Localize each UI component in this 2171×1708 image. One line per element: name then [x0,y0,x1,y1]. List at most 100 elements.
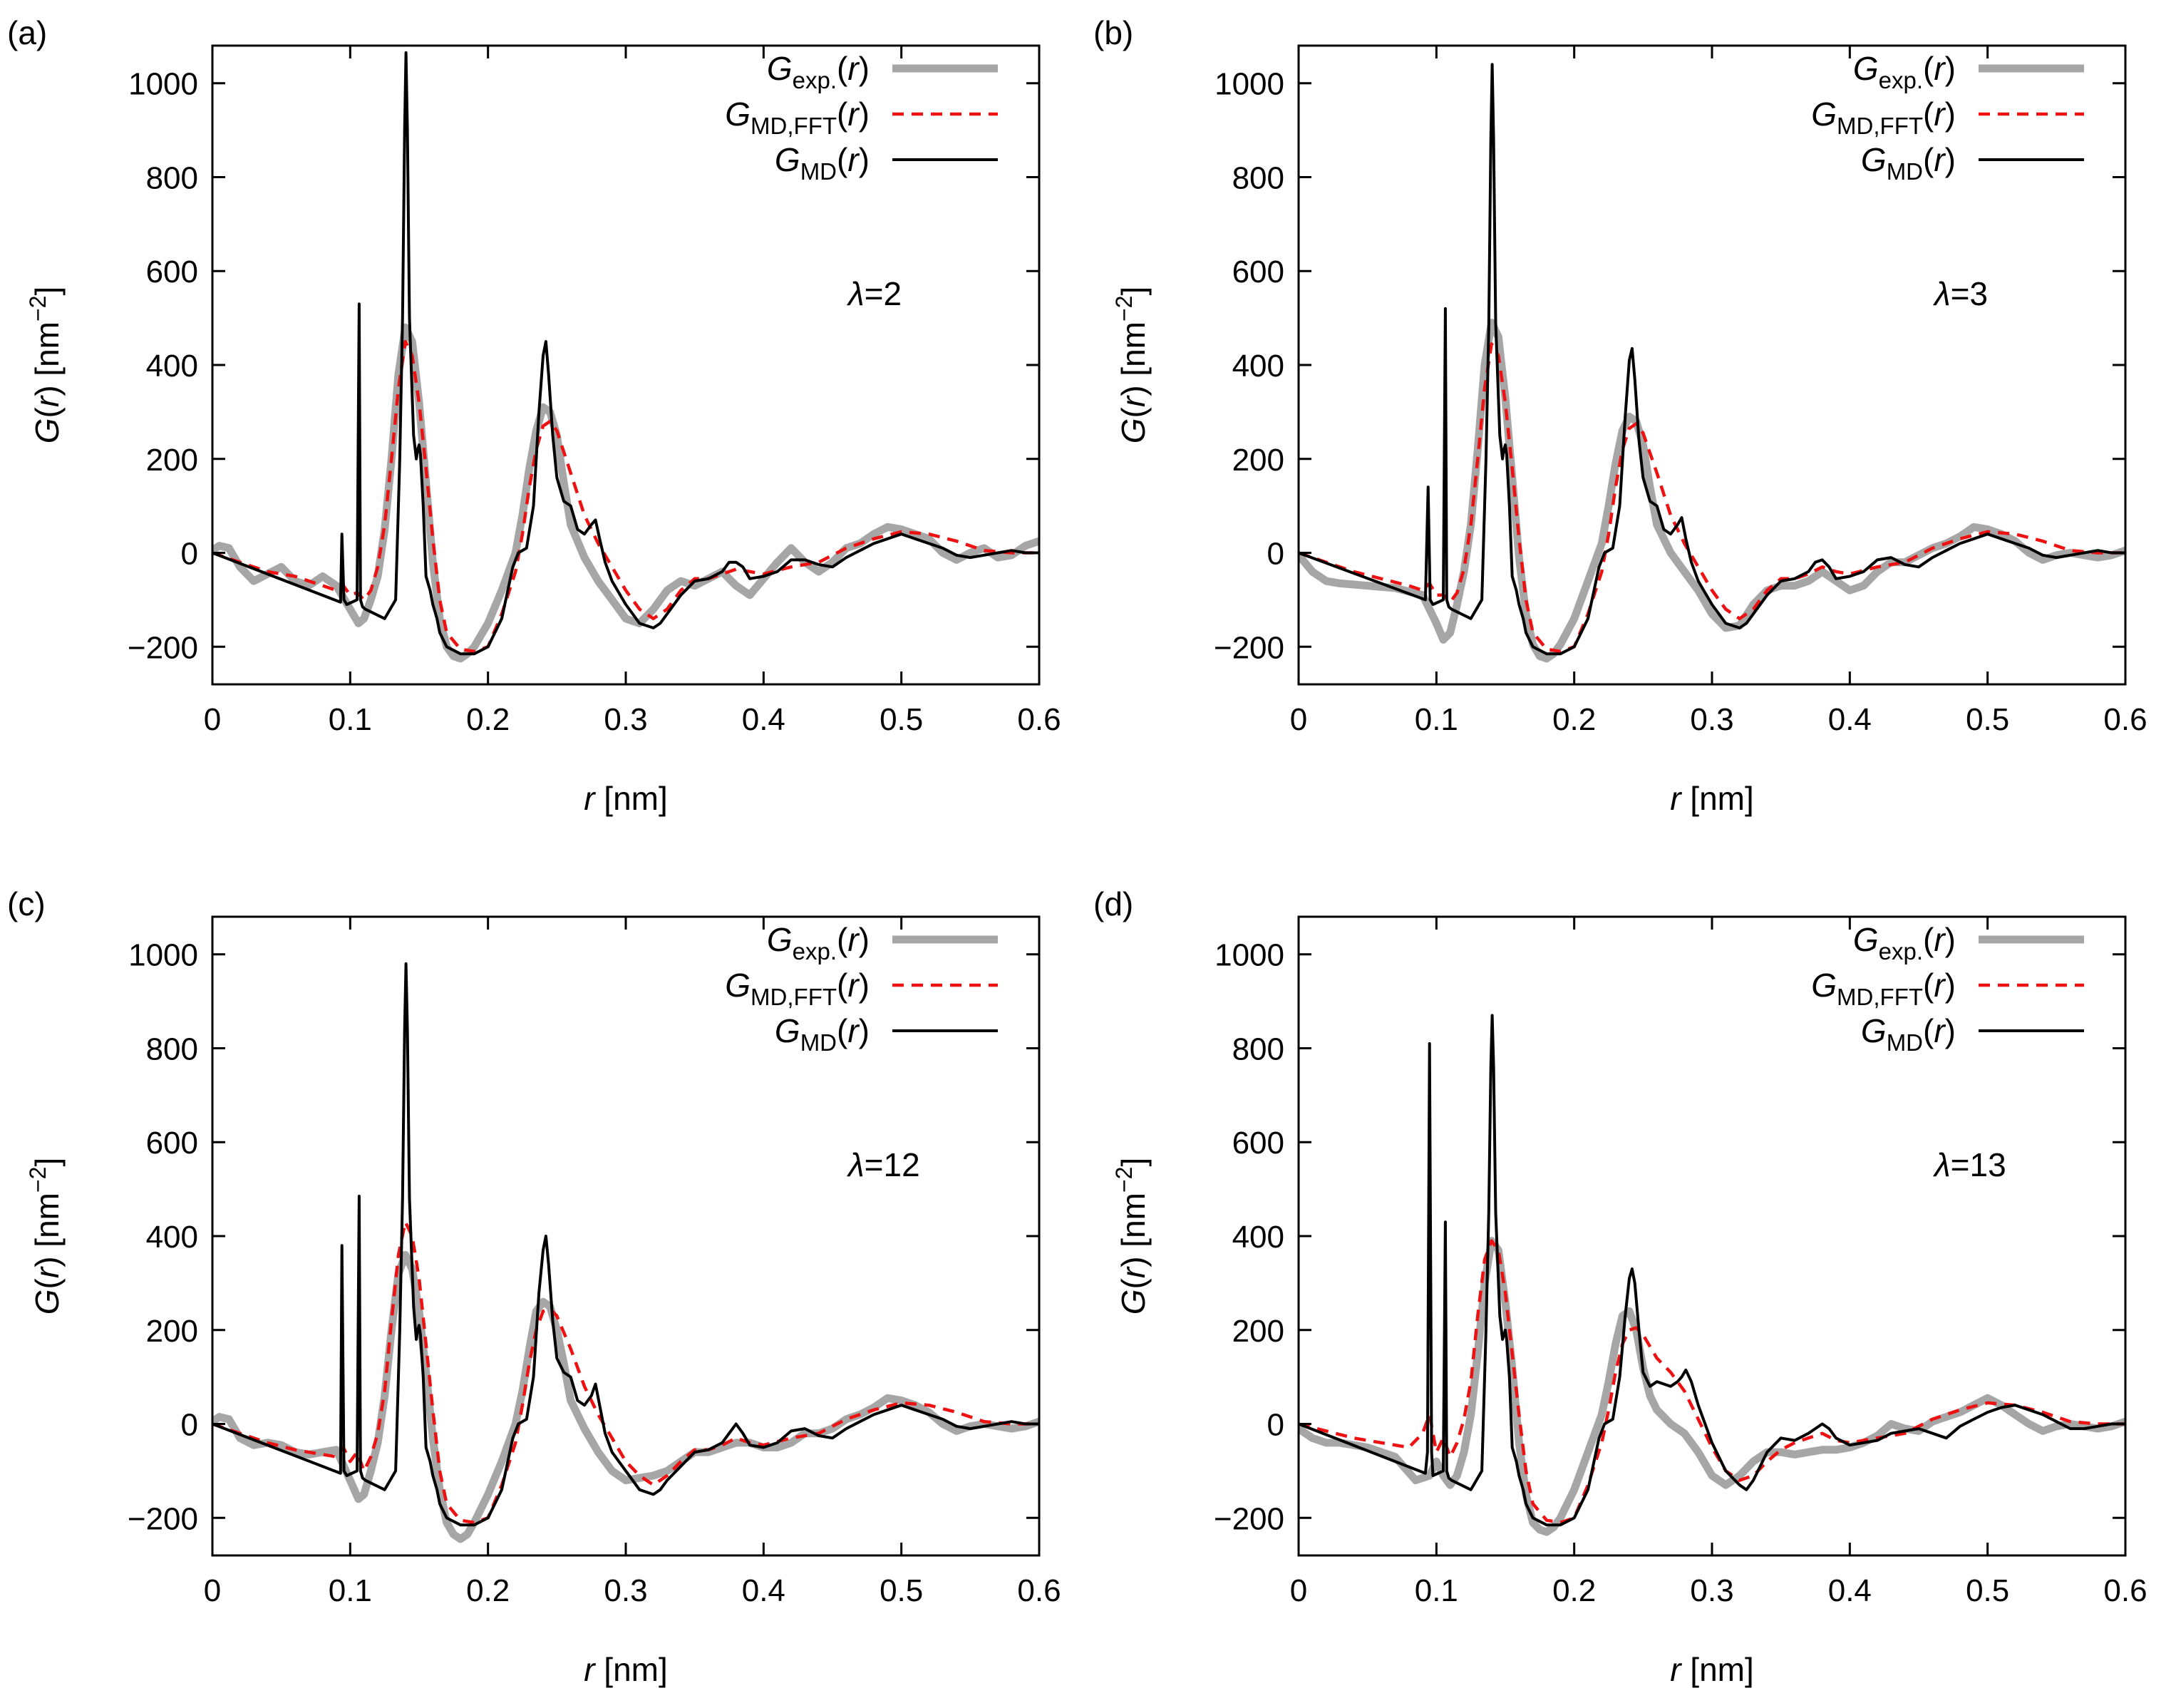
y-tick-label: 800 [146,1032,198,1066]
x-tick-label: 0.1 [329,1573,372,1608]
legend: Gexp.(r)GMD,FFT(r)GMD(r) [725,921,998,1056]
x-tick-label: 0.3 [1690,1573,1733,1608]
legend: Gexp.(r)GMD,FFT(r)GMD(r) [1811,50,2084,185]
x-tick-label: 0.4 [1828,1573,1872,1608]
panel-label: (c) [7,885,46,922]
x-tick-label: 0.5 [1966,702,2009,737]
plot-frame [1297,44,2127,686]
legend-label-md: GMD(r) [1861,1012,1956,1056]
lambda-annotation: λ=2 [846,275,902,312]
legend-label-exp: Gexp.(r) [1853,50,1956,93]
x-tick-label: 0 [204,702,221,737]
x-tick-label: 0.1 [1415,702,1458,737]
series-line-md [1299,1014,2125,1527]
y-tick-label: 1000 [128,938,198,973]
series-group [1299,1014,2125,1536]
x-tick-label: 0 [204,1573,221,1608]
y-axis-label: G(r) [nm−2] [1111,287,1152,443]
plot-frame [211,915,1041,1557]
x-tick-label: 0 [1290,702,1307,737]
x-tick-label: 0.6 [2103,702,2147,737]
y-tick-label: 200 [146,443,198,478]
x-tick-label: 0.2 [1552,1573,1596,1608]
y-tick-label: 200 [1232,443,1284,478]
x-tick-label: 0.6 [1017,702,1061,737]
y-tick-label: −200 [1214,630,1284,665]
legend-label-exp: Gexp.(r) [1853,921,1956,964]
chart-panel-1: 0 0.1 0.2 0.3 0.4 0.5 0.6 −200 0 200 400 600 800 1000… [7,14,1061,817]
series-line-exp [1299,319,2125,663]
y-axis-label: G(r) [nm−2] [1111,1158,1152,1315]
legend-label-exp: Gexp.(r) [767,921,870,964]
y-tick-label: 0 [181,537,198,572]
legend-label-fft: GMD,FFT(r) [725,967,870,1010]
legend-label-fft: GMD,FFT(r) [725,96,870,139]
x-tick-label: 0.2 [1552,702,1596,737]
y-axis-label: G(r) [nm−2] [25,287,66,443]
y-tick-label: −200 [1214,1501,1284,1536]
y-tick-label: −200 [128,630,198,665]
chart-panel-3: 0 0.1 0.2 0.3 0.4 0.5 0.6 −200 0 200 400 600 800 1000… [7,885,1061,1688]
panel-label: (b) [1093,14,1133,51]
plot-frame [1297,915,2127,1557]
series-line-exp [212,323,1039,663]
y-tick-label: 600 [1232,254,1284,289]
y-tick-label: 0 [1267,1408,1284,1443]
x-tick-label: 0.5 [880,702,923,737]
series-line-md [212,51,1039,656]
y-tick-label: 600 [146,254,198,289]
x-axis-label: r [nm] [584,1651,668,1688]
y-axis-label: G(r) [nm−2] [25,1158,66,1315]
x-tick-label: 0.5 [880,1573,923,1608]
y-tick-label: 400 [146,349,198,384]
legend-label-fft: GMD,FFT(r) [1811,967,1956,1010]
series-line-md [212,962,1039,1527]
legend-label-md: GMD(r) [775,141,870,185]
y-tick-label: 800 [146,160,198,195]
series-group [212,962,1039,1543]
x-tick-label: 0.3 [604,702,647,737]
y-tick-label: 1000 [128,67,198,102]
x-tick-label: 0.4 [1828,702,1872,737]
x-tick-label: 0.1 [329,702,372,737]
legend: Gexp.(r)GMD,FFT(r)GMD(r) [1811,921,2084,1056]
y-tick-label: 200 [146,1314,198,1349]
y-tick-label: 400 [146,1220,198,1255]
y-tick-label: 600 [1232,1126,1284,1161]
series-group [1299,63,2125,663]
panel-label: (d) [1093,885,1133,922]
x-tick-label: 0.2 [466,702,510,737]
y-tick-label: 600 [146,1126,198,1161]
y-tick-label: 1000 [1215,938,1284,973]
x-axis-label: r [nm] [1670,1651,1754,1688]
chart-panel-2: 0 0.1 0.2 0.3 0.4 0.5 0.6 −200 0 200 400 600 800 1000… [1093,14,2147,817]
series-line-fft [1299,1239,2125,1525]
y-tick-label: 0 [181,1408,198,1443]
y-tick-label: −200 [128,1501,198,1536]
lambda-annotation: λ=13 [1932,1146,2006,1183]
y-tick-label: 400 [1232,1220,1284,1255]
x-tick-label: 0.3 [1690,702,1733,737]
y-tick-label: 400 [1232,349,1284,384]
x-tick-label: 0.1 [1415,1573,1458,1608]
legend-label-fft: GMD,FFT(r) [1811,96,1956,139]
y-tick-label: 0 [1267,537,1284,572]
legend-label-md: GMD(r) [1861,141,1956,185]
y-tick-label: 800 [1232,1032,1284,1066]
panel-label: (a) [7,14,47,51]
x-tick-label: 0.6 [1017,1573,1061,1608]
x-tick-label: 0.4 [742,702,785,737]
x-tick-label: 0.2 [466,1573,510,1608]
lambda-annotation: λ=3 [1932,275,1988,312]
x-tick-label: 0.4 [742,1573,785,1608]
series-line-exp [1299,1237,2125,1536]
legend-label-exp: Gexp.(r) [767,50,870,93]
x-axis-label: r [nm] [1670,780,1754,817]
x-tick-label: 0.6 [2103,1573,2147,1608]
series-line-fft [1299,342,2125,654]
chart-panel-4: 0 0.1 0.2 0.3 0.4 0.5 0.6 −200 0 200 400 600 800 1000… [1093,885,2147,1688]
y-tick-label: 800 [1232,160,1284,195]
y-tick-label: 200 [1232,1314,1284,1349]
x-tick-label: 0.5 [1966,1573,2009,1608]
